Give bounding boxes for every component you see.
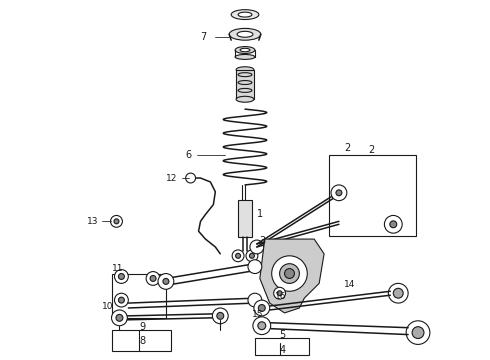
Circle shape xyxy=(393,288,403,298)
Bar xyxy=(112,330,171,351)
Circle shape xyxy=(158,274,174,289)
Circle shape xyxy=(114,219,119,224)
Text: 13: 13 xyxy=(87,217,98,226)
Circle shape xyxy=(390,221,397,228)
Bar xyxy=(238,200,252,237)
Text: 1: 1 xyxy=(257,210,263,220)
Circle shape xyxy=(111,215,122,227)
Circle shape xyxy=(389,283,408,303)
Text: 2: 2 xyxy=(344,144,350,153)
Circle shape xyxy=(115,270,128,283)
Circle shape xyxy=(250,240,264,254)
Bar xyxy=(255,338,309,355)
Text: 16: 16 xyxy=(275,292,286,301)
Polygon shape xyxy=(260,239,324,313)
Circle shape xyxy=(248,293,262,307)
Circle shape xyxy=(217,312,224,319)
Circle shape xyxy=(236,253,241,258)
Circle shape xyxy=(112,310,127,326)
Ellipse shape xyxy=(235,46,255,54)
Circle shape xyxy=(271,256,307,291)
Circle shape xyxy=(258,305,265,311)
Circle shape xyxy=(115,293,128,307)
Circle shape xyxy=(336,190,342,196)
Circle shape xyxy=(384,215,402,233)
Text: 14: 14 xyxy=(344,280,355,289)
Text: 7: 7 xyxy=(200,32,207,42)
Text: 12: 12 xyxy=(166,174,177,183)
Circle shape xyxy=(119,297,124,303)
Text: 10: 10 xyxy=(101,302,113,311)
Ellipse shape xyxy=(237,31,253,37)
Circle shape xyxy=(246,250,258,262)
Text: 9: 9 xyxy=(139,322,146,332)
Circle shape xyxy=(150,275,156,282)
Circle shape xyxy=(248,260,262,274)
Text: 8: 8 xyxy=(139,337,146,346)
Circle shape xyxy=(146,271,160,285)
Circle shape xyxy=(249,253,254,258)
Bar xyxy=(236,70,254,99)
Ellipse shape xyxy=(235,54,255,59)
Circle shape xyxy=(119,274,124,279)
Text: 11: 11 xyxy=(112,264,123,273)
Ellipse shape xyxy=(229,28,261,40)
Bar xyxy=(329,156,416,236)
Circle shape xyxy=(285,269,294,278)
Circle shape xyxy=(258,322,266,330)
Text: 15: 15 xyxy=(252,310,264,319)
Ellipse shape xyxy=(236,67,254,73)
Circle shape xyxy=(280,264,299,283)
Ellipse shape xyxy=(236,96,254,102)
Text: 3: 3 xyxy=(259,236,265,246)
Ellipse shape xyxy=(240,48,250,52)
Circle shape xyxy=(253,317,270,334)
Circle shape xyxy=(274,287,286,299)
Text: 2: 2 xyxy=(368,145,375,156)
Text: 4: 4 xyxy=(280,345,286,355)
Circle shape xyxy=(163,278,169,284)
Circle shape xyxy=(412,327,424,338)
Bar xyxy=(112,274,166,318)
Circle shape xyxy=(212,308,228,324)
Ellipse shape xyxy=(238,12,252,17)
Circle shape xyxy=(277,291,282,296)
Circle shape xyxy=(406,321,430,345)
Circle shape xyxy=(116,314,123,321)
Ellipse shape xyxy=(231,10,259,19)
Text: 6: 6 xyxy=(186,150,192,161)
Circle shape xyxy=(186,173,196,183)
Circle shape xyxy=(254,300,270,316)
Circle shape xyxy=(232,250,244,262)
Circle shape xyxy=(331,185,347,201)
Text: 5: 5 xyxy=(280,329,286,339)
